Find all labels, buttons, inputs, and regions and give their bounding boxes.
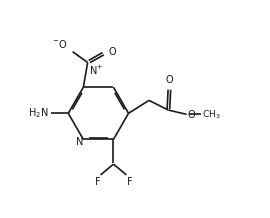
Text: F: F: [127, 177, 132, 187]
Text: O: O: [109, 47, 116, 57]
Text: O: O: [166, 75, 173, 85]
Text: F: F: [94, 177, 100, 187]
Text: O: O: [187, 110, 195, 120]
Text: H$_2$N: H$_2$N: [28, 106, 49, 120]
Text: N: N: [76, 137, 83, 147]
Text: CH$_3$: CH$_3$: [202, 108, 221, 121]
Text: $^{-}$O: $^{-}$O: [52, 37, 67, 49]
Text: N$^{+}$: N$^{+}$: [89, 64, 104, 77]
